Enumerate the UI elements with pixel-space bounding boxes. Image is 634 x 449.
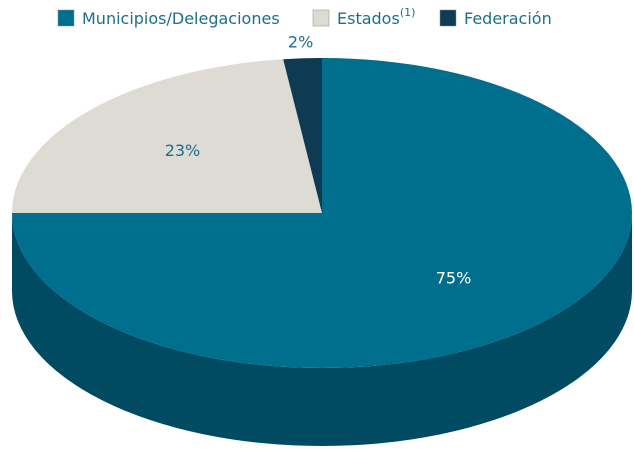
data-label: 23%: [165, 141, 201, 160]
slice: [283, 58, 322, 213]
legend-swatch: [57, 9, 75, 27]
legend-text: Federación: [464, 9, 552, 28]
data-label: 75%: [436, 268, 472, 287]
data-label: 2%: [288, 32, 313, 51]
legend-label: Federación: [464, 9, 552, 28]
legend-swatch: [439, 9, 457, 27]
legend-label: Estados(1): [337, 6, 415, 28]
legend-text: Municipios/Delegaciones: [82, 9, 280, 28]
legend-label: Municipios/Delegaciones: [82, 9, 280, 28]
legend-swatch: [312, 9, 330, 27]
legend-note: (1): [400, 6, 416, 19]
slice: [12, 59, 322, 213]
slice-side: [12, 213, 632, 446]
legend-text: Estados: [337, 9, 400, 28]
